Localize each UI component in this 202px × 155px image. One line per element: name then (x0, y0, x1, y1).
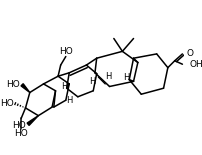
Text: HO: HO (14, 129, 28, 138)
Text: HO: HO (13, 122, 26, 131)
Text: HO: HO (59, 47, 73, 56)
Text: H: H (61, 82, 67, 91)
Text: H: H (66, 96, 73, 105)
Text: HO: HO (7, 80, 20, 89)
Polygon shape (21, 84, 30, 93)
Text: O: O (187, 49, 194, 58)
Text: H: H (89, 77, 96, 86)
Polygon shape (27, 116, 38, 125)
Text: HO: HO (0, 99, 14, 108)
Text: OH: OH (189, 60, 202, 69)
Text: H: H (123, 73, 130, 82)
Text: H: H (105, 72, 111, 81)
